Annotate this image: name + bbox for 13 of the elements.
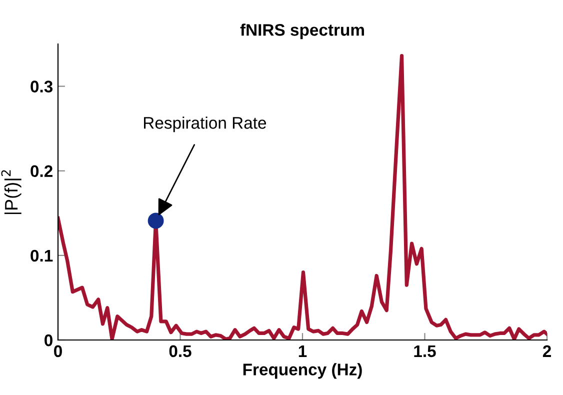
annotation: Respiration Rate <box>144 116 266 132</box>
y-axis-title: |P(f)|$^{2}$ <box>1 170 22 214</box>
y-tick-label: 0.3 <box>30 80 53 93</box>
x-tick-label: 2 <box>542 345 551 357</box>
x-tick-label: 1.5 <box>414 345 436 358</box>
x-tick-label: 0 <box>54 345 62 358</box>
chart-title: fNIRS spectrum <box>240 24 364 40</box>
x-tick-label: 0.5 <box>169 345 192 358</box>
y-tick-label: 0.1 <box>30 250 53 262</box>
x-tick-label: 1 <box>298 345 307 357</box>
y-tick-label: 0 <box>44 334 52 346</box>
y-tick-label: 0.2 <box>30 165 52 178</box>
x-axis-title: Frequency (Hz) <box>243 363 362 379</box>
